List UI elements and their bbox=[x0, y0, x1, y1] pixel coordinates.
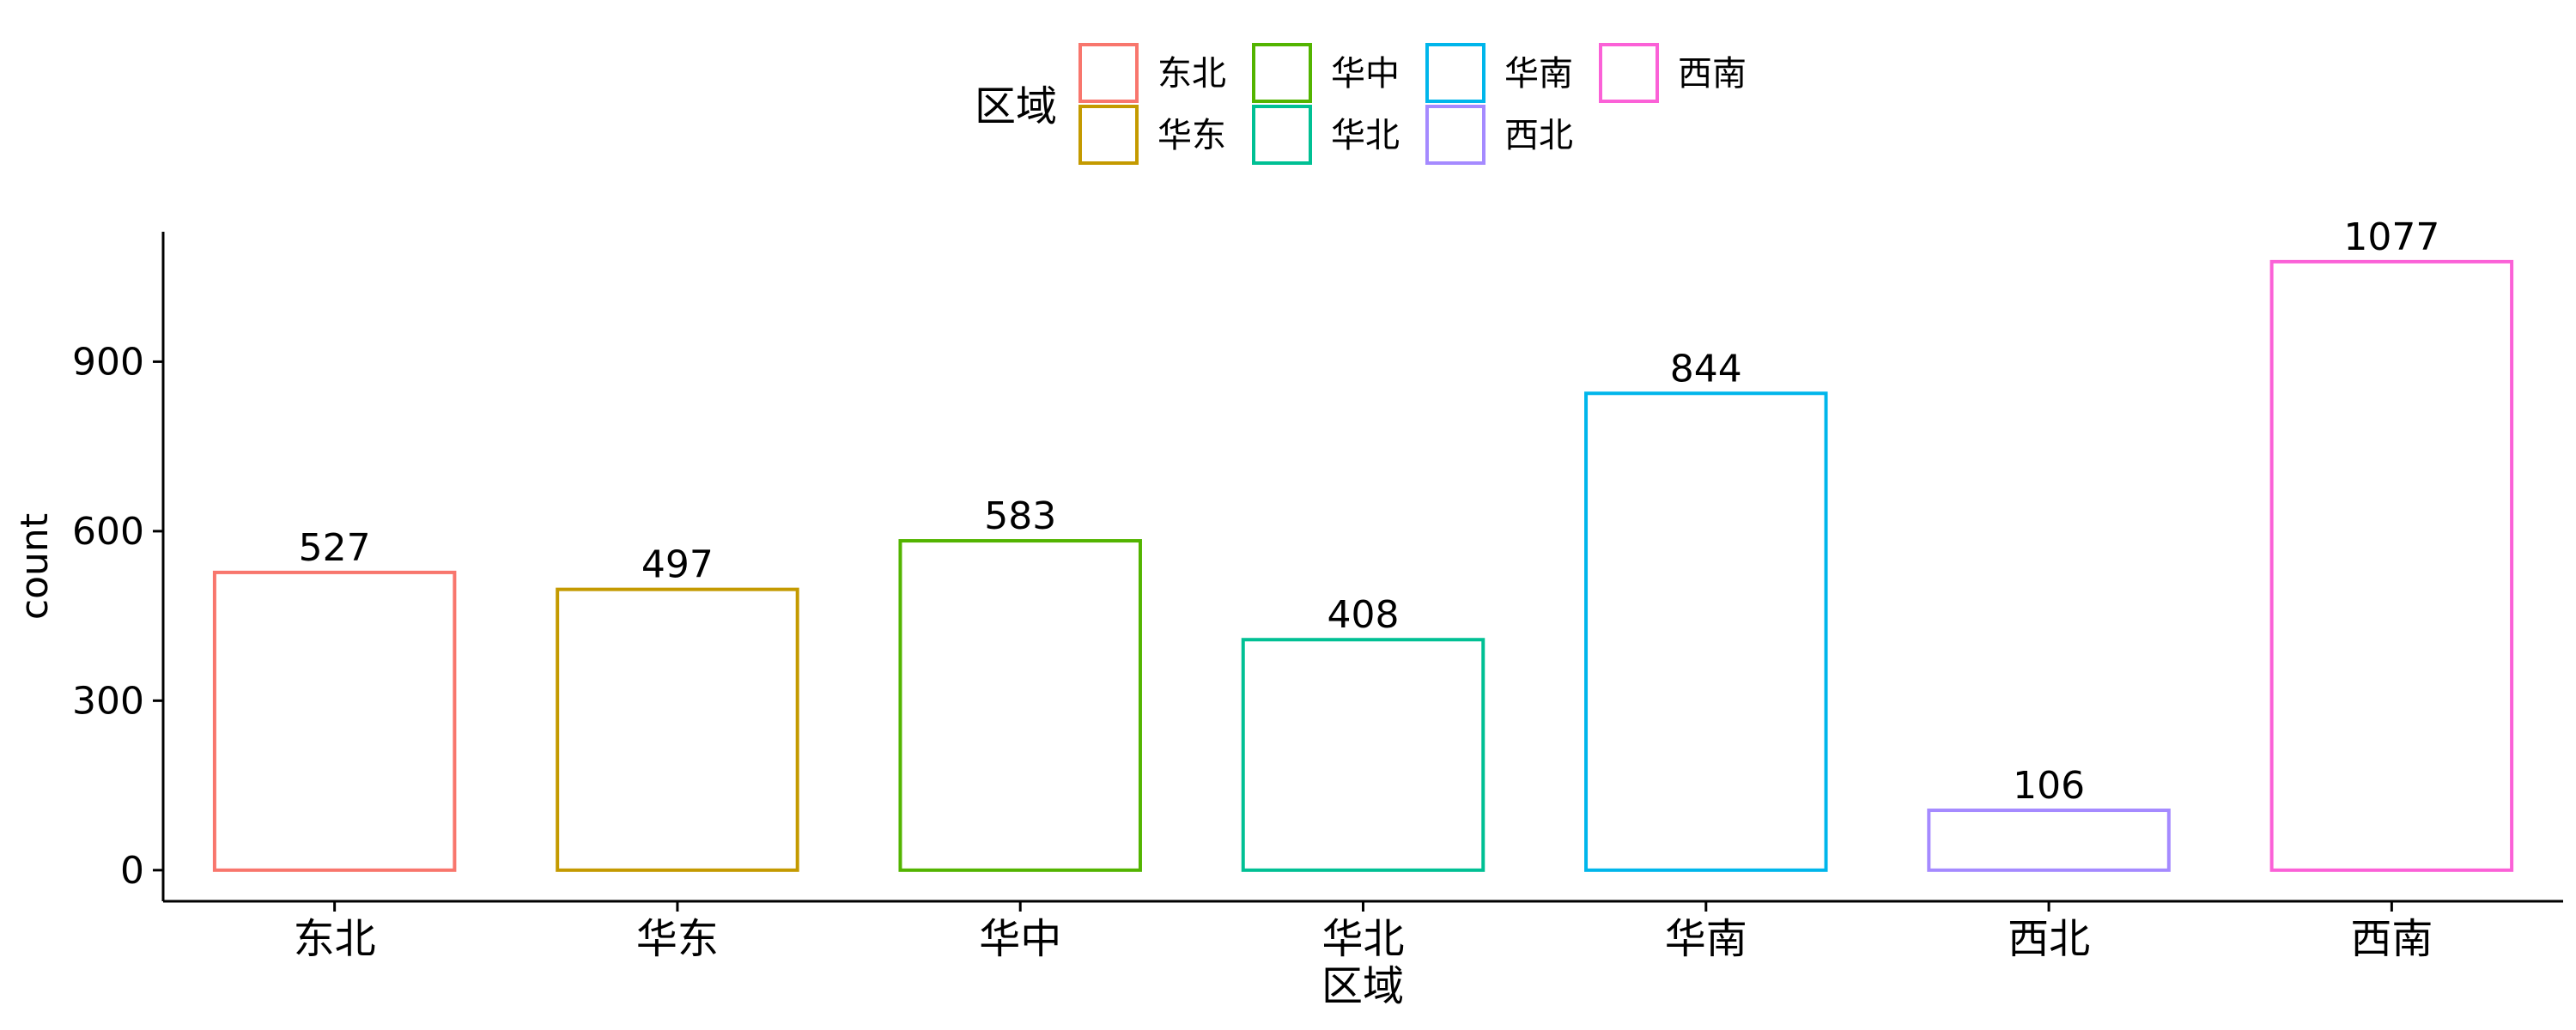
y-tick-label: 300 bbox=[72, 679, 144, 723]
y-tick-label: 0 bbox=[120, 849, 144, 893]
legend-key bbox=[1078, 105, 1139, 165]
legend-label: 华南 bbox=[1504, 54, 1573, 94]
legend-title: 区域 bbox=[975, 82, 1057, 130]
legend-key bbox=[1252, 43, 1312, 103]
data-label: 844 bbox=[1670, 347, 1742, 391]
bars bbox=[212, 259, 2514, 872]
data-labels: 527 497 583 408 844 106 1077 bbox=[299, 215, 2440, 808]
data-label: 408 bbox=[1327, 593, 1400, 637]
bar-西北 bbox=[1927, 809, 2171, 872]
legend-label: 华东 bbox=[1157, 116, 1226, 155]
bar-华东 bbox=[556, 587, 799, 872]
axes: 东北 华东 华中 华北 华南 西北 西南 0 300 600 900 bbox=[72, 232, 2563, 963]
x-tick-label: 东北 bbox=[294, 915, 376, 963]
bar-华南 bbox=[1584, 391, 1828, 872]
x-tick-label: 华中 bbox=[979, 915, 1061, 963]
data-label: 1077 bbox=[2343, 215, 2439, 259]
legend-key bbox=[1425, 43, 1485, 103]
y-tick-label: 900 bbox=[72, 340, 144, 384]
y-axis-label: count bbox=[13, 513, 57, 620]
legend-label: 东北 bbox=[1157, 54, 1226, 94]
legend-label: 西北 bbox=[1504, 116, 1573, 155]
legend-key bbox=[1599, 43, 1659, 103]
x-tick-label: 华南 bbox=[1665, 915, 1747, 963]
legend-key bbox=[1252, 105, 1312, 165]
data-label: 106 bbox=[2013, 764, 2085, 808]
legend-key bbox=[1425, 105, 1485, 165]
legend-key bbox=[1078, 43, 1139, 103]
bar-华北 bbox=[1241, 638, 1485, 872]
data-label: 583 bbox=[984, 494, 1056, 538]
data-label: 527 bbox=[299, 526, 371, 570]
x-tick-label: 华北 bbox=[1321, 915, 1404, 963]
x-tick-label: 西北 bbox=[2008, 915, 2090, 963]
data-label: 497 bbox=[641, 543, 714, 587]
bar-西南 bbox=[2269, 259, 2514, 872]
bar-华中 bbox=[898, 539, 1142, 872]
x-tick-label: 华东 bbox=[636, 915, 719, 963]
x-axis-label: 区域 bbox=[1321, 962, 1404, 1010]
y-tick-label: 600 bbox=[72, 510, 144, 554]
legend-label: 华中 bbox=[1331, 54, 1400, 94]
bar-东北 bbox=[212, 570, 457, 872]
legend-label: 华北 bbox=[1331, 116, 1400, 155]
x-tick-label: 西南 bbox=[2350, 915, 2433, 963]
legend-label: 西南 bbox=[1678, 54, 1747, 94]
